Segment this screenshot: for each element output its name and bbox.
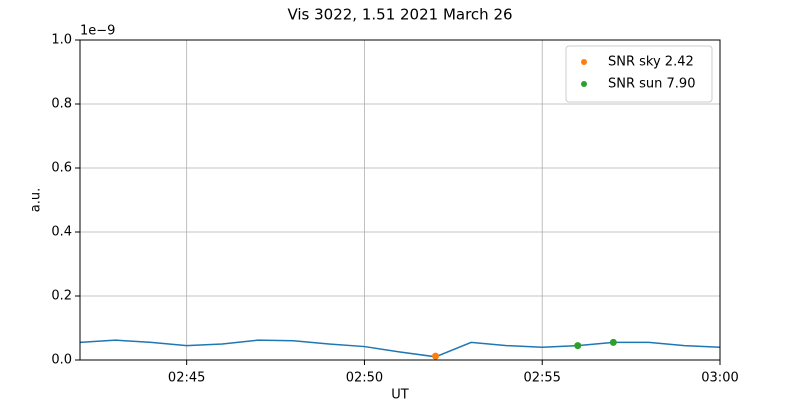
legend-label: SNR sun 7.90 (608, 77, 695, 92)
y-tick-label: 0.4 (51, 225, 72, 240)
data-line (79, 339, 721, 358)
legend-marker (581, 81, 587, 87)
legend-box (565, 45, 713, 103)
scatter-point (574, 342, 582, 350)
y-tick-label: 0.8 (51, 97, 72, 112)
x-tick-label: 02:50 (346, 371, 383, 386)
scatter-point (609, 338, 617, 346)
x-tick-label: 02:45 (168, 371, 205, 386)
y-tick-label: 0.0 (51, 353, 72, 368)
x-tick-label: 02:55 (523, 371, 560, 386)
legend-label: SNR sky 2.42 (608, 55, 694, 70)
legend-marker (581, 59, 587, 65)
x-tick-label: 03:00 (701, 371, 738, 386)
y-axis-label: a.u. (29, 188, 44, 212)
y-tick-label: 0.2 (51, 289, 72, 304)
x-axis-label: UT (391, 388, 409, 401)
y-tick-label: 0.6 (51, 161, 72, 176)
offset-label: 1e−9 (80, 24, 115, 39)
y-tick-label: 1.0 (51, 33, 72, 48)
plot-frame (79, 39, 721, 361)
scatter-point (432, 352, 440, 360)
chart-title: Vis 3022, 1.51 2021 March 26 (287, 6, 512, 24)
